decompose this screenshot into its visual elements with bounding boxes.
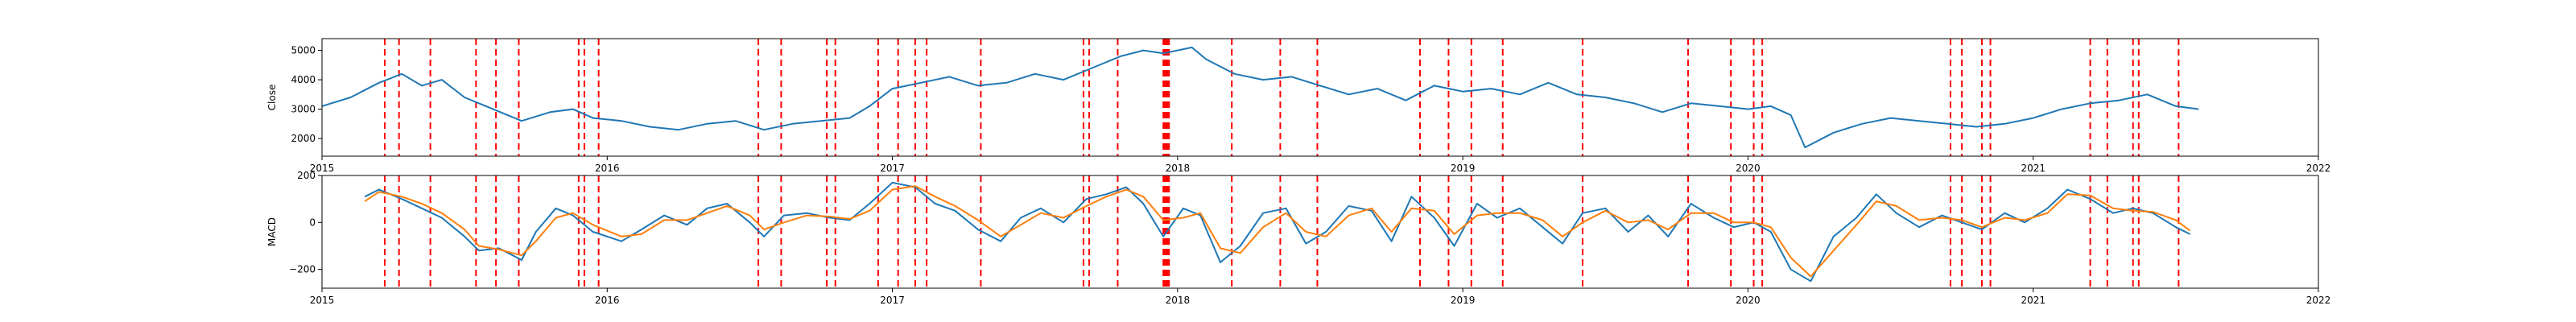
macd-plot-frame xyxy=(321,175,2319,289)
close-x-tick-label-2018: 2018 xyxy=(1166,163,1191,174)
close-x-tick-label-2017: 2017 xyxy=(880,163,905,174)
close-x-tick-label-2015: 2015 xyxy=(310,163,335,174)
close-x-axis: 2015 2016 2017 2018 2019 2020 2021 2022 xyxy=(310,156,2331,174)
close-y-tick-label-2000: 2000 xyxy=(291,133,316,144)
macd-x-tick-label-2017: 2017 xyxy=(880,295,905,306)
macd-series-macd-line xyxy=(364,181,2191,283)
close-y-tick-label-5000: 5000 xyxy=(291,45,316,56)
close-x-tick-label-2020: 2020 xyxy=(1736,163,1761,174)
macd-x-axis: 2015 2016 2017 2018 2019 2020 2021 2022 xyxy=(310,288,2331,306)
macd-series xyxy=(364,181,2191,283)
macd-x-tick-label-2022: 2022 xyxy=(2306,295,2331,306)
macd-x-tick-label-2019: 2019 xyxy=(1451,295,1476,306)
close-y-tick-label-3000: 3000 xyxy=(291,104,316,115)
close-panel: 2015 2016 2017 2018 2019 2020 2021 2022 2000 300… xyxy=(266,38,2331,174)
close-x-tick-label-2022: 2022 xyxy=(2306,163,2331,174)
close-x-tick-label-2019: 2019 xyxy=(1451,163,1476,174)
close-plot-frame xyxy=(321,38,2319,157)
close-series-close-line xyxy=(321,46,2199,149)
macd-series-signal-line xyxy=(364,185,2191,278)
close-event-lines xyxy=(383,39,2180,156)
macd-x-tick-label-2018: 2018 xyxy=(1166,295,1191,306)
macd-plot-area xyxy=(322,175,2318,288)
macd-x-tick-label-2015: 2015 xyxy=(310,295,335,306)
macd-y-tick-label-200: 200 xyxy=(297,170,316,181)
close-series xyxy=(321,46,2199,149)
close-y-label: Close xyxy=(266,85,278,111)
close-x-tick-label-2016: 2016 xyxy=(595,163,620,174)
close-plot-area xyxy=(322,39,2318,156)
macd-x-tick-label-2016: 2016 xyxy=(595,295,620,306)
close-x-tick-label-2021: 2021 xyxy=(2021,163,2046,174)
close-y-tick-label-4000: 4000 xyxy=(291,74,316,85)
macd-y-label: MACD xyxy=(266,217,278,246)
macd-y-tick-label-0: 0 xyxy=(309,217,316,228)
macd-x-tick-label-2020: 2020 xyxy=(1736,295,1761,306)
macd-panel: 2015 2016 2017 2018 2019 2020 2021 2022 −200 0 20… xyxy=(266,170,2330,306)
macd-y-axis: −200 0 200 xyxy=(289,170,322,275)
macd-x-tick-label-2021: 2021 xyxy=(2021,295,2046,306)
macd-y-tick-label--200: −200 xyxy=(289,264,316,275)
close-y-axis: 2000 3000 4000 5000 xyxy=(291,45,322,144)
